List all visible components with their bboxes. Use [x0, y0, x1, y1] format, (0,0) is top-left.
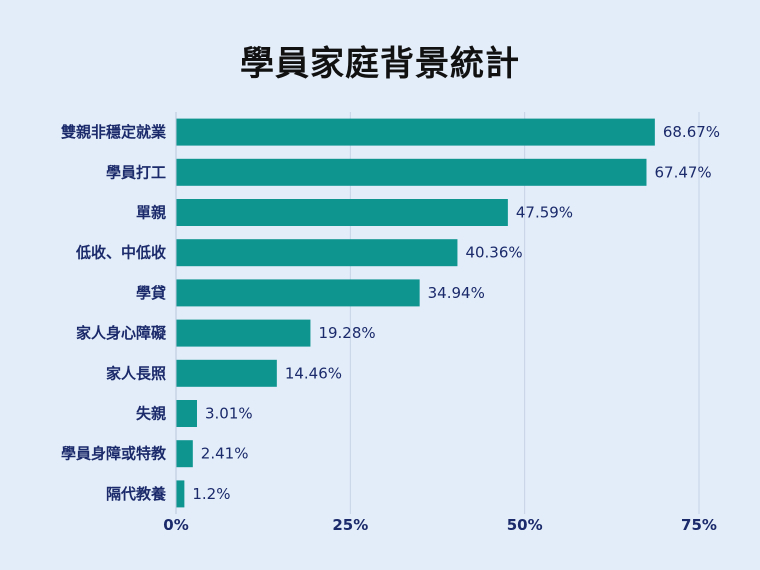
category-label: 學員身障或特教	[61, 445, 167, 463]
category-label: 學貸	[136, 284, 166, 302]
bar	[176, 199, 508, 226]
bar	[176, 480, 185, 508]
category-label: 雙親非穩定就業	[61, 123, 167, 141]
category-label: 單親	[136, 204, 166, 222]
bar	[176, 118, 655, 146]
value-label: 3.01%	[205, 405, 253, 423]
value-label: 14.46%	[285, 364, 342, 382]
x-tick-label: 75%	[681, 516, 717, 534]
bar	[176, 158, 647, 186]
category-label: 低收、中低收	[75, 244, 166, 262]
value-label: 47.59%	[516, 204, 573, 222]
bar	[176, 279, 420, 307]
bar	[176, 239, 458, 267]
bar	[176, 319, 311, 347]
value-label: 19.28%	[318, 324, 375, 342]
value-label: 2.41%	[201, 445, 249, 463]
category-label: 學員打工	[106, 163, 166, 181]
category-label: 失親	[136, 405, 166, 423]
value-label: 68.67%	[663, 123, 720, 141]
x-tick-label: 50%	[507, 516, 543, 534]
bar	[176, 359, 277, 387]
bar	[176, 400, 197, 427]
value-label: 34.94%	[428, 284, 485, 302]
value-label: 67.47%	[654, 163, 711, 181]
category-label: 隔代教養	[106, 485, 167, 503]
bar	[176, 440, 193, 468]
x-tick-label: 0%	[163, 516, 188, 534]
value-label: 1.2%	[192, 485, 230, 503]
x-tick-label: 25%	[332, 516, 368, 534]
value-label: 40.36%	[465, 244, 522, 262]
chart-title: 學員家庭背景統計	[240, 44, 520, 84]
category-label: 家人長照	[106, 364, 166, 382]
category-label: 家人身心障礙	[76, 324, 167, 342]
